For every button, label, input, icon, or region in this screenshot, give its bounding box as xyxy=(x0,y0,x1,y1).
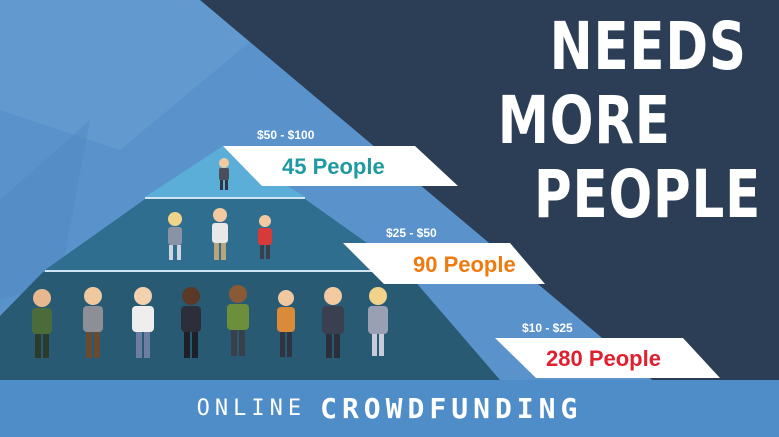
footer-band xyxy=(0,380,779,437)
person-figure xyxy=(227,285,249,356)
person-figure xyxy=(219,158,229,190)
headline-more: MORE xyxy=(498,82,671,159)
footer-online: ONLINE xyxy=(196,396,307,421)
person-figure xyxy=(32,289,52,358)
tier-count-middle: 90 People xyxy=(413,252,516,277)
tier-price-middle: $25 - $50 xyxy=(386,226,437,240)
tier-label-ribbon-top xyxy=(223,146,458,186)
headline-people: PEOPLE xyxy=(533,156,761,233)
light-background-facet xyxy=(0,0,300,150)
person-figure xyxy=(322,287,344,358)
person-figure xyxy=(168,212,182,260)
tier-label-ribbon-bottom xyxy=(495,338,720,378)
headline-needs: NEEDS xyxy=(549,8,747,85)
tier-count-bottom: 280 People xyxy=(546,346,661,371)
tier-price-top: $50 - $100 xyxy=(257,128,315,142)
tier-count-top: 45 People xyxy=(282,154,385,179)
tier-price-bottom: $10 - $25 xyxy=(522,321,573,335)
footer-crowdfunding: CROWDFUNDING xyxy=(320,392,583,425)
footer-title: ONLINE CROWDFUNDING xyxy=(0,380,779,437)
person-figure xyxy=(277,290,295,357)
light-background-facet xyxy=(0,120,90,300)
person-figure xyxy=(83,287,103,358)
person-figure xyxy=(258,215,272,259)
person-figure xyxy=(368,287,388,356)
tier-label-ribbon-middle xyxy=(343,243,545,284)
person-figure xyxy=(181,287,201,358)
person-figure xyxy=(212,208,228,260)
dark-background xyxy=(200,0,779,437)
person-figure xyxy=(132,287,154,358)
